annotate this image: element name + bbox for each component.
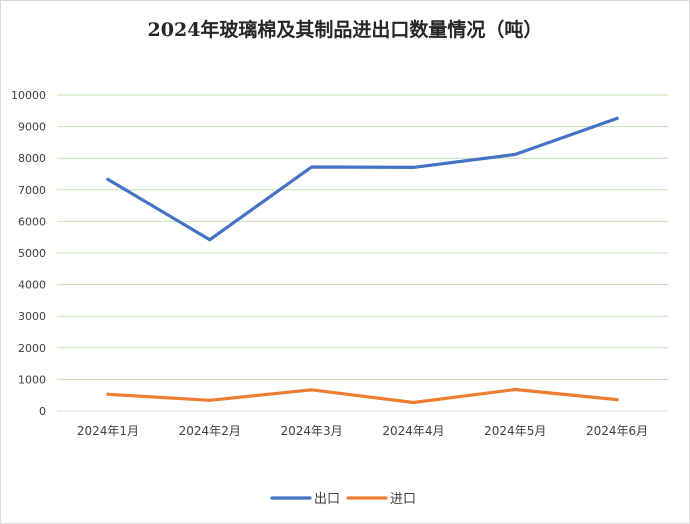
y-tick-label: 1000 [18, 373, 46, 386]
y-tick-label: 2000 [18, 342, 46, 355]
data-point [513, 152, 517, 157]
data-point [208, 398, 212, 402]
series-line-import [106, 387, 619, 405]
y-tick-label: 6000 [18, 215, 46, 228]
y-tick-label: 10000 [11, 89, 46, 102]
y-tick-label: 0 [39, 405, 46, 418]
data-point [208, 238, 212, 242]
y-tick-label: 7000 [18, 184, 46, 197]
data-point [513, 387, 517, 392]
data-point [411, 165, 416, 169]
y-tick-label: 5000 [18, 247, 46, 260]
data-point [411, 400, 416, 405]
data-point [309, 165, 314, 169]
y-tick-label: 8000 [18, 152, 46, 165]
y-axis-tick-labels: 0 1000 2000 3000 4000 5000 6000 7000 8000 9000 100… [11, 89, 46, 418]
data-point [615, 398, 619, 402]
series-line-export [106, 116, 619, 242]
legend-label: 出口 [314, 492, 340, 507]
y-tick-label: 4000 [18, 279, 46, 292]
series-lines [106, 116, 619, 405]
x-tick-label: 2024年2月 [179, 424, 241, 438]
data-point [615, 116, 619, 120]
y-tick-label: 3000 [18, 310, 46, 323]
y-tick-label: 9000 [18, 121, 46, 134]
legend-label: 进口 [390, 492, 416, 507]
data-point [106, 177, 110, 181]
x-tick-label: 2024年3月 [280, 424, 342, 438]
x-axis-tick-labels: 2024年1月 2024年2月 2024年3月 2024年4月 2024年5月 2024年… [77, 424, 648, 438]
data-point [309, 388, 314, 392]
legend: 出口 进口 [270, 492, 416, 507]
gridlines [57, 94, 668, 412]
x-tick-label: 2024年4月 [382, 424, 444, 438]
x-tick-label: 2024年1月 [77, 424, 139, 438]
x-tick-label: 2024年6月 [586, 424, 648, 438]
x-tick-label: 2024年5月 [484, 424, 546, 438]
data-point [106, 392, 110, 396]
chart-title: 2024年玻璃棉及其制品进出口数量情况（吨） [148, 18, 543, 41]
